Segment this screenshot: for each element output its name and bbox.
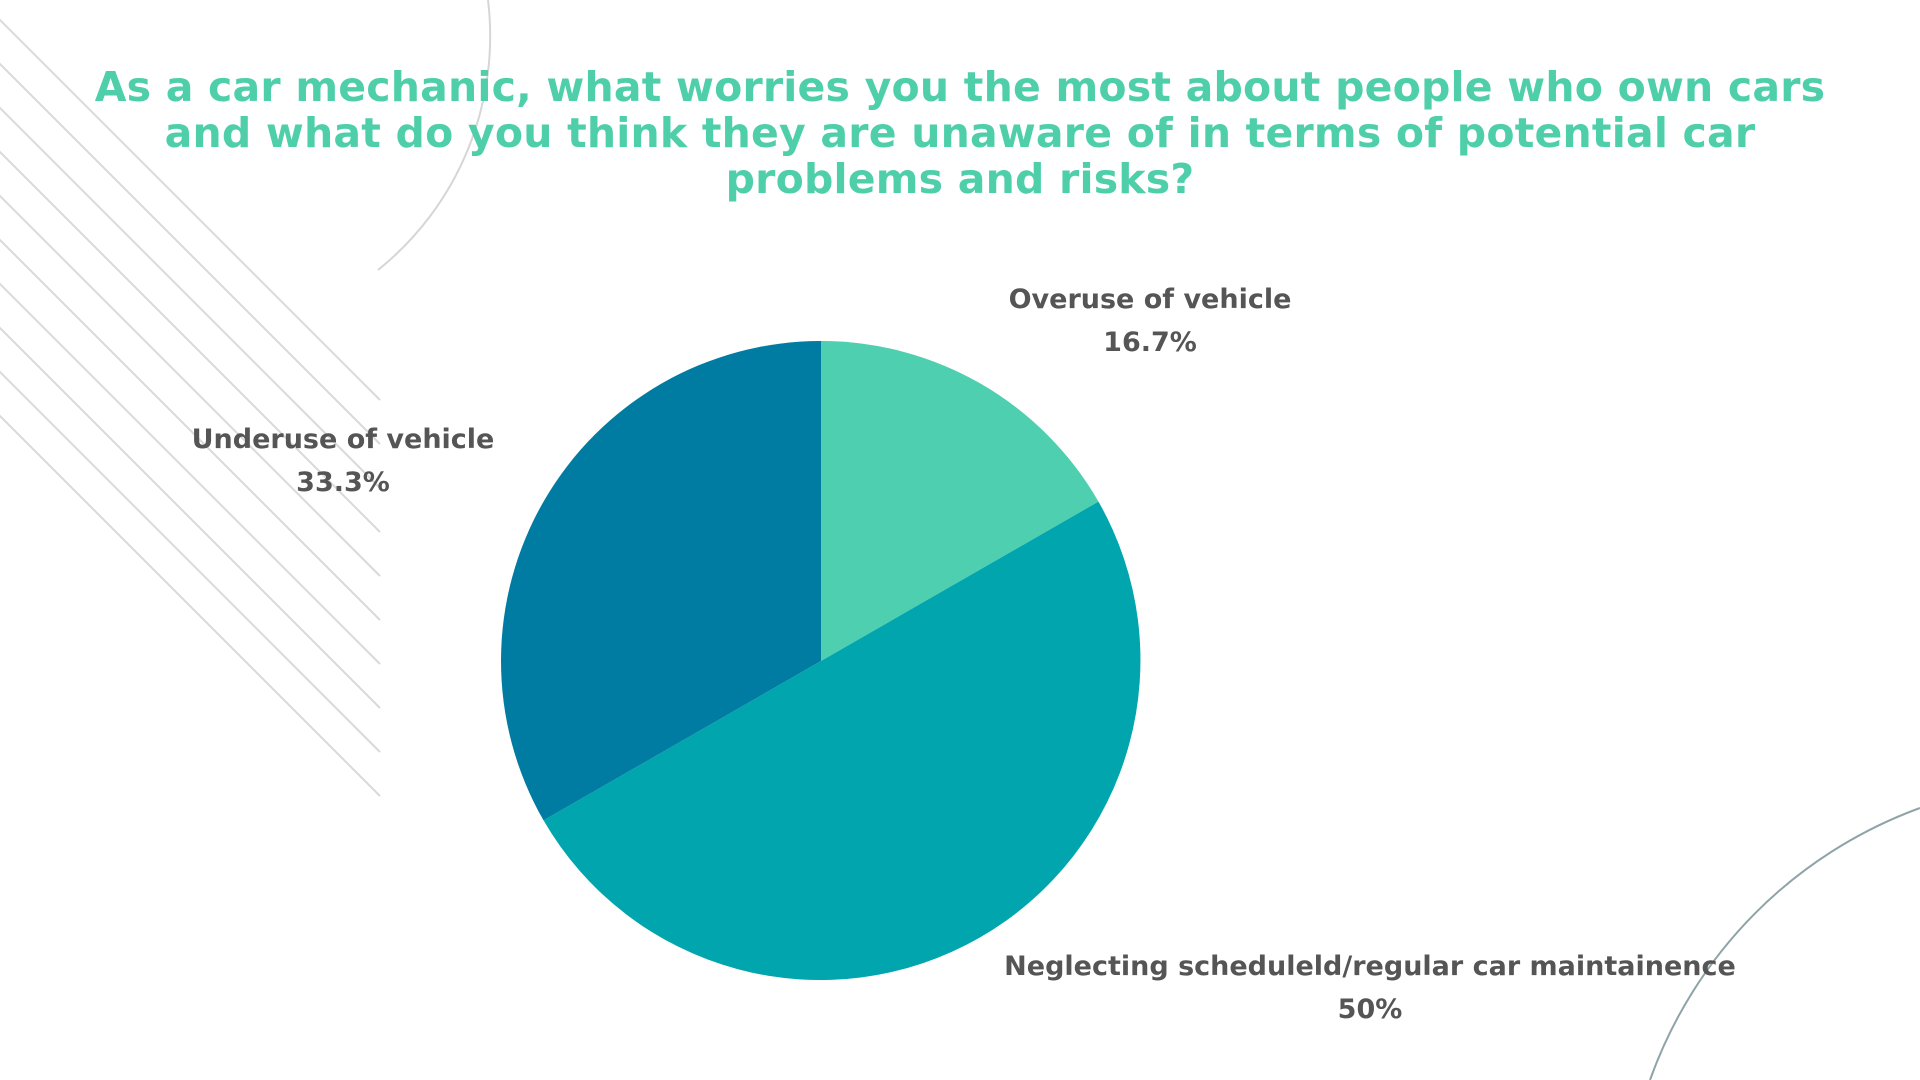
slice-label: Overuse of vehicle [1009,284,1292,315]
slice-label: Underuse of vehicle [192,424,495,455]
pie-slice [543,501,1141,981]
decorative-stripes [0,18,381,797]
pie-slice [501,341,821,821]
decorative-stripe [0,106,381,489]
decorative-stripe [0,370,381,753]
decorative-stripe [0,62,381,445]
decorative-stripe [0,414,381,797]
chart-title: As a car mechanic, what worries you the … [94,63,1826,203]
decorative-stripe [0,18,381,401]
decorative-stripe [0,326,381,709]
slice-label: Neglecting scheduleld/regular car mainta… [1004,951,1736,982]
decorative-arc-bottom-right [1649,807,1920,1080]
slice-value-label: 33.3% [296,467,390,498]
decorative-stripe [0,282,381,665]
slice-value-label: 50% [1338,994,1403,1025]
decorative-stripe [0,238,381,621]
decorative-stripe [0,194,381,577]
decorative-arc-top-left [377,0,492,271]
slice-value-label: 16.7% [1103,327,1197,358]
decorative-stripe [0,150,381,533]
pie-slice [821,341,1099,661]
